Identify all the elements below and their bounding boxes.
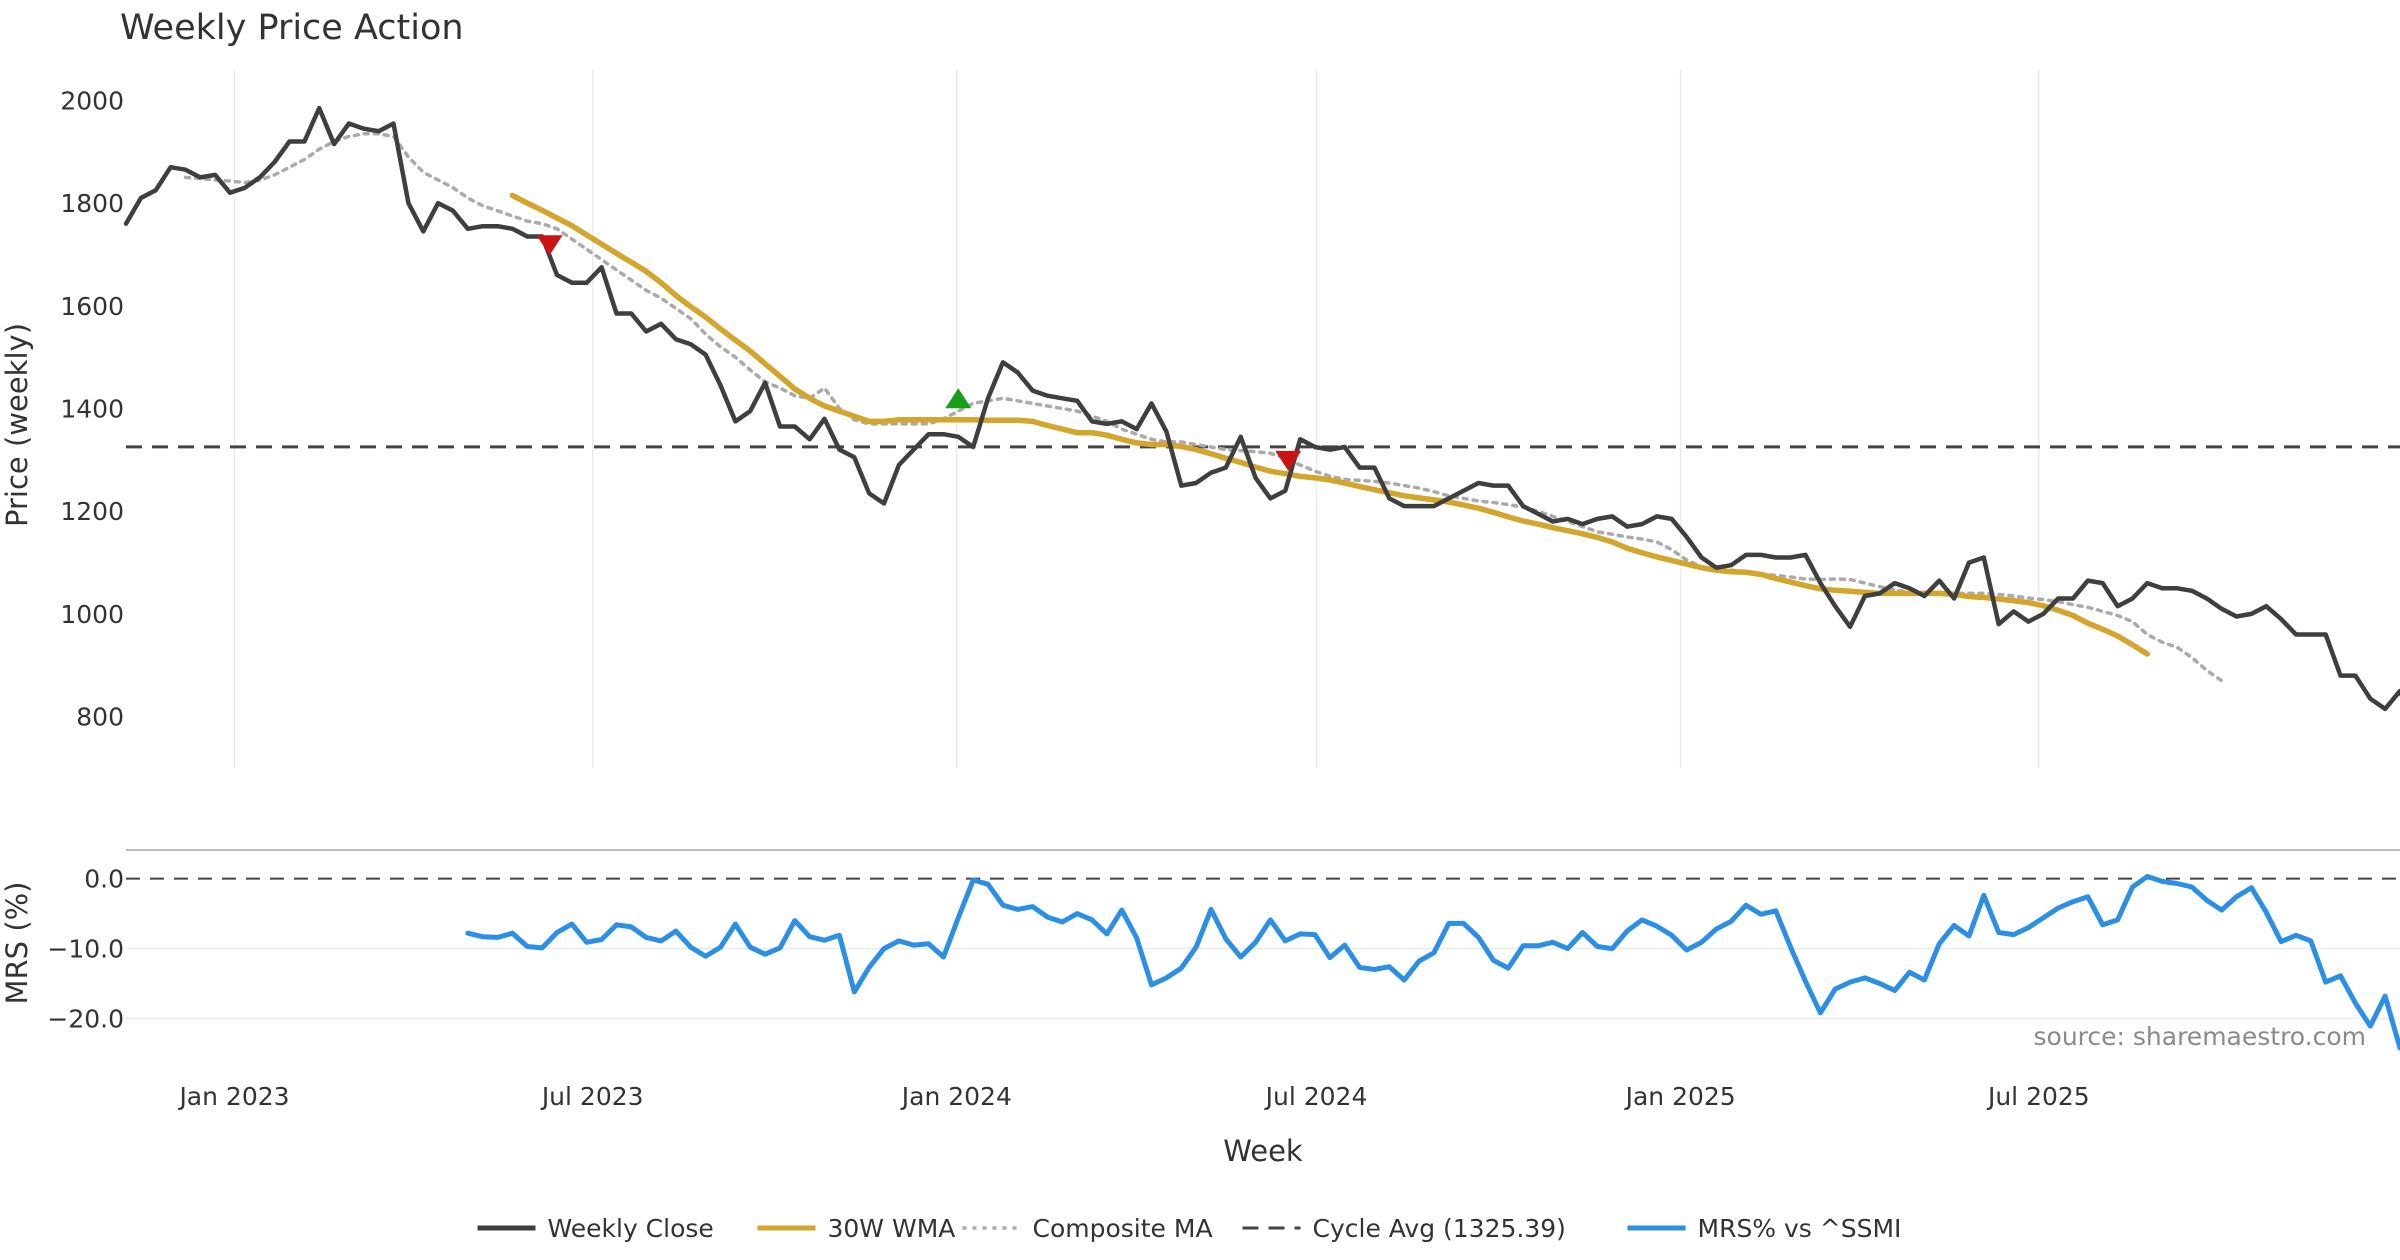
source-label: source: sharemaestro.com [2034, 1022, 2367, 1051]
mrs-y-tick-label: −10.0 [47, 935, 124, 964]
x-tick-label: Jul 2025 [1986, 1082, 2090, 1111]
signal-up-marker [945, 388, 972, 409]
x-tick-label: Jan 2025 [1624, 1082, 1736, 1111]
mrs-gridlines [126, 947, 2400, 1020]
legend: Weekly Close 30W WMA Composite MA Cycle Avg… [477, 1214, 1902, 1243]
chart-title: Weekly Price Action [120, 8, 464, 48]
legend-label: 30W WMA [828, 1214, 956, 1243]
main-y-tick-label: 2000 [60, 86, 124, 115]
x-ticks: Jan 2023 Jul 2023 Jan 2024 Jul 2024 Jan 2025… [177, 1082, 2089, 1111]
mrs-y-tick-label: 0.0 [84, 865, 124, 894]
x-tick-label: Jan 2024 [900, 1082, 1012, 1111]
series-line-weekly-close [123, 105, 2400, 712]
main-y-tick-label: 1800 [60, 189, 124, 218]
x-axis-label: Week [1223, 1134, 1303, 1168]
x-tick-label: Jul 2024 [1264, 1082, 1368, 1111]
series-line-mrs-vs-ssmi [465, 874, 2400, 1051]
mrs-y-tick-label: −20.0 [47, 1005, 124, 1034]
signal-down-marker [1275, 450, 1302, 471]
legend-label: Weekly Close [548, 1214, 714, 1243]
main-series [123, 105, 2400, 712]
signal-markers [536, 235, 1302, 471]
main-y-tick-label: 1600 [60, 292, 124, 321]
main-y-tick-label: 1200 [60, 497, 124, 526]
legend-label: Composite MA [1033, 1214, 1213, 1243]
main-y-ticks: 800 1000 1200 1400 1600 1800 2000 [60, 86, 124, 731]
series-line-composite-ma [183, 132, 2224, 683]
main-y-tick-label: 800 [76, 703, 124, 732]
signal-down-marker [536, 235, 563, 256]
legend-label: Cycle Avg (1325.39) [1313, 1214, 1566, 1243]
legend-label: MRS% vs ^SSMI [1698, 1214, 1902, 1243]
main-y-tick-label: 1400 [60, 395, 124, 424]
mrs-series [465, 874, 2400, 1051]
x-tick-label: Jan 2023 [177, 1082, 289, 1111]
main-y-tick-label: 1000 [60, 600, 124, 629]
mrs-y-ticks: 0.0 −10.0 −20.0 [47, 865, 124, 1034]
main-y-axis-label: Price (weekly) [0, 323, 34, 527]
x-tick-label: Jul 2023 [540, 1082, 644, 1111]
mrs-y-axis-label: MRS (%) [0, 882, 34, 1005]
